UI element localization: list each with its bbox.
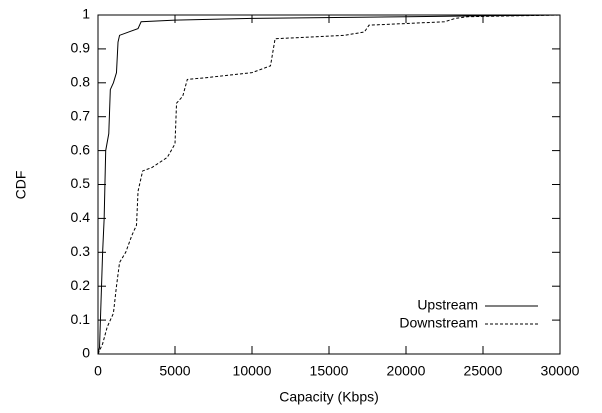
y-tick-label: 0.5 xyxy=(71,175,91,191)
y-tick-label: 1 xyxy=(82,6,90,22)
x-tick-label: 5000 xyxy=(159,363,190,379)
y-tick-label: 0.2 xyxy=(71,277,91,293)
series-line xyxy=(97,14,561,355)
x-tick-label: 0 xyxy=(94,363,102,379)
y-tick-label: 0.7 xyxy=(71,107,91,123)
x-axis-label: Capacity (Kbps) xyxy=(279,389,379,405)
x-tick-label: 10000 xyxy=(233,363,272,379)
plot-frame xyxy=(97,14,561,355)
y-tick-label: 0.4 xyxy=(71,209,91,225)
y-tick-label: 0.6 xyxy=(71,141,91,157)
y-tick-label: 0.9 xyxy=(71,40,91,56)
legend-label: Downstream xyxy=(399,315,478,331)
y-tick-label: 0.3 xyxy=(71,243,91,259)
legend-label: Upstream xyxy=(417,297,478,313)
y-tick-label: 0.1 xyxy=(71,311,91,327)
y-tick-label: 0.8 xyxy=(71,74,91,90)
series-line xyxy=(97,14,561,355)
y-axis-label: CDF xyxy=(13,171,29,200)
x-tick-label: 20000 xyxy=(387,363,426,379)
x-tick-label: 25000 xyxy=(464,363,503,379)
y-tick-label: 0 xyxy=(82,345,90,361)
x-tick-label: 15000 xyxy=(310,363,349,379)
x-tick-label: 30000 xyxy=(541,363,580,379)
